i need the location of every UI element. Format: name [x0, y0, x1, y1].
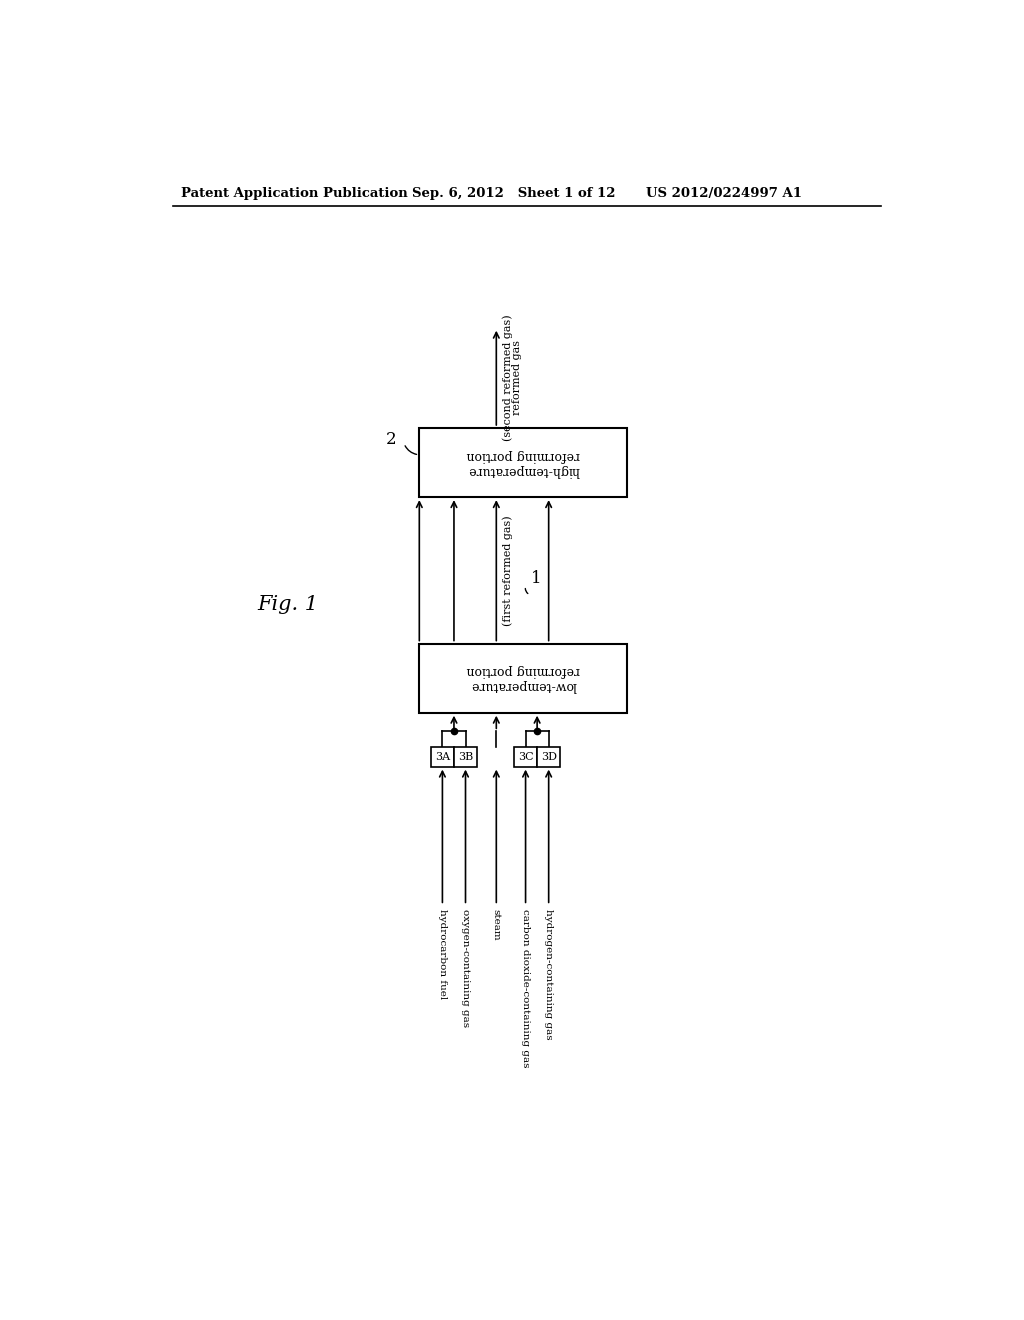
Text: high-temperature
reforming portion: high-temperature reforming portion — [467, 449, 580, 477]
Bar — [419, 428, 628, 498]
Bar — [514, 747, 538, 767]
Text: low-temperature
reforming portion: low-temperature reforming portion — [467, 664, 580, 692]
Text: 3C: 3C — [518, 751, 534, 762]
Text: 3B: 3B — [458, 751, 473, 762]
Bar — [419, 644, 628, 713]
Text: 1: 1 — [531, 569, 542, 586]
Text: (first reformed gas): (first reformed gas) — [503, 515, 513, 626]
Text: steam: steam — [492, 909, 501, 941]
Text: Patent Application Publication: Patent Application Publication — [180, 186, 408, 199]
Text: oxygen-containing gas: oxygen-containing gas — [461, 909, 470, 1027]
Text: Sep. 6, 2012   Sheet 1 of 12: Sep. 6, 2012 Sheet 1 of 12 — [412, 186, 615, 199]
Bar — [454, 747, 477, 767]
Bar — [431, 747, 454, 767]
Text: 3D: 3D — [541, 751, 557, 762]
Text: 2: 2 — [386, 430, 396, 447]
Text: 3A: 3A — [435, 751, 450, 762]
Text: hydrogen-containing gas: hydrogen-containing gas — [544, 909, 553, 1040]
Bar — [538, 747, 560, 767]
Text: (second reformed gas): (second reformed gas) — [503, 314, 513, 441]
Text: US 2012/0224997 A1: US 2012/0224997 A1 — [646, 186, 803, 199]
Text: carbon dioxide-containing gas: carbon dioxide-containing gas — [521, 909, 530, 1068]
Text: reformed gas: reformed gas — [512, 341, 521, 416]
Text: Fig. 1: Fig. 1 — [258, 595, 318, 615]
Text: hydrocarbon fuel: hydrocarbon fuel — [438, 909, 446, 999]
